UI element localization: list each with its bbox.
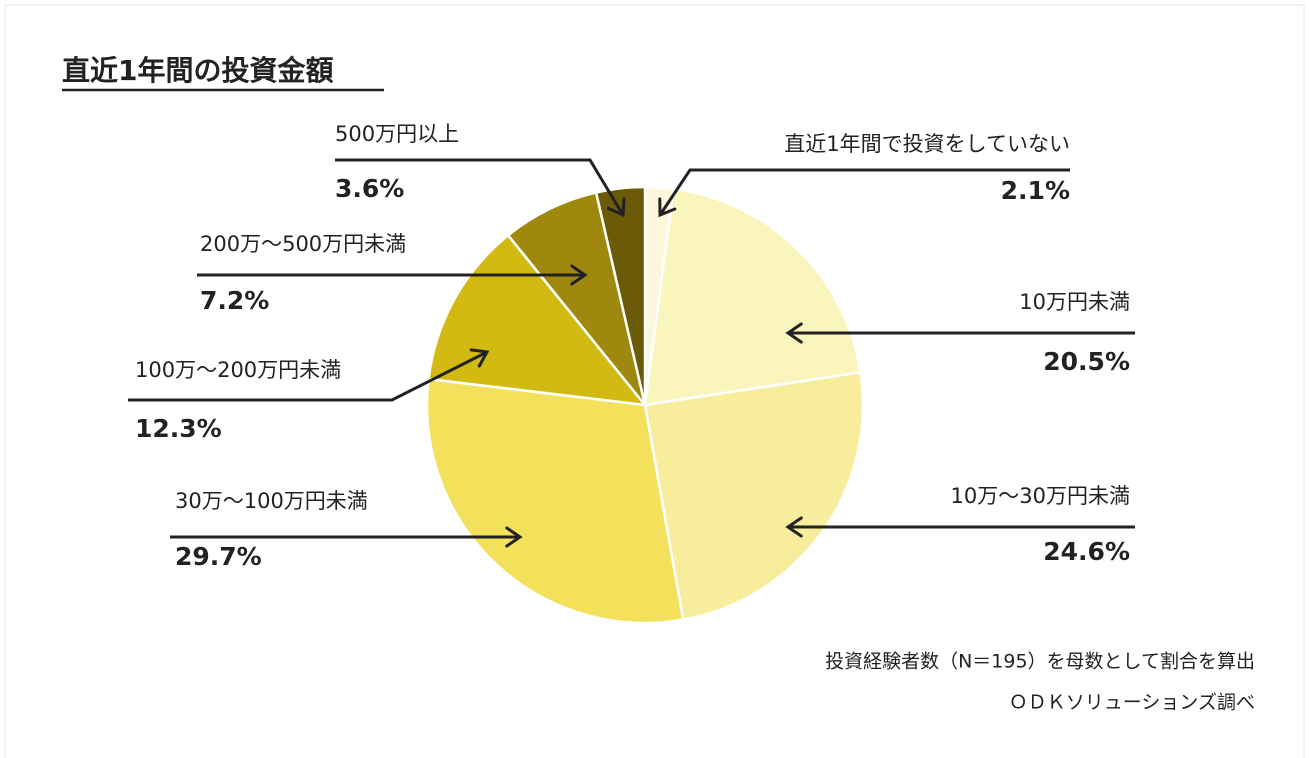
leader-line: [335, 158, 625, 216]
pie-slice: [643, 370, 865, 622]
data-label: 20.5%: [1043, 347, 1130, 376]
data-label: 24.6%: [1043, 537, 1130, 566]
legend-label: 500万円以上: [335, 122, 459, 146]
data-label: 12.3%: [135, 414, 222, 443]
arrow-head: [570, 264, 588, 286]
legend-label: 100万～200万円未満: [135, 358, 341, 382]
arrow-head: [469, 348, 490, 368]
pie-slice: [425, 377, 685, 625]
data-label: 7.2%: [200, 286, 269, 315]
leader-line: [658, 168, 1070, 216]
arrow-head: [785, 322, 803, 344]
leader-line: [128, 350, 488, 402]
legend-label: 10万～30万円未満: [951, 484, 1130, 508]
legend-label: 10万円未満: [1019, 290, 1130, 314]
data-label: 3.6%: [335, 174, 404, 203]
pie-slice: [594, 185, 647, 406]
note: ＯＤＫソリューションズ調べ: [1009, 692, 1255, 714]
arrow-head: [606, 197, 626, 218]
legend-label: 直近1年間で投資をしていない: [784, 132, 1070, 156]
arrow-head: [505, 526, 523, 548]
arrow-head: [658, 197, 677, 218]
legend-label: 30万～100万円未満: [175, 489, 368, 513]
pie-slice: [643, 187, 862, 407]
pie-slice: [506, 191, 647, 406]
note: 投資経験者数（N＝195）を母数として割合を算出: [825, 651, 1255, 673]
legend-label: 200万～500万円未満: [200, 232, 406, 256]
chart-title: 直近1年間の投資金額: [62, 54, 333, 87]
arrow-head: [785, 516, 803, 538]
data-label: 29.7%: [175, 542, 262, 571]
data-label: 2.1%: [1001, 176, 1070, 205]
